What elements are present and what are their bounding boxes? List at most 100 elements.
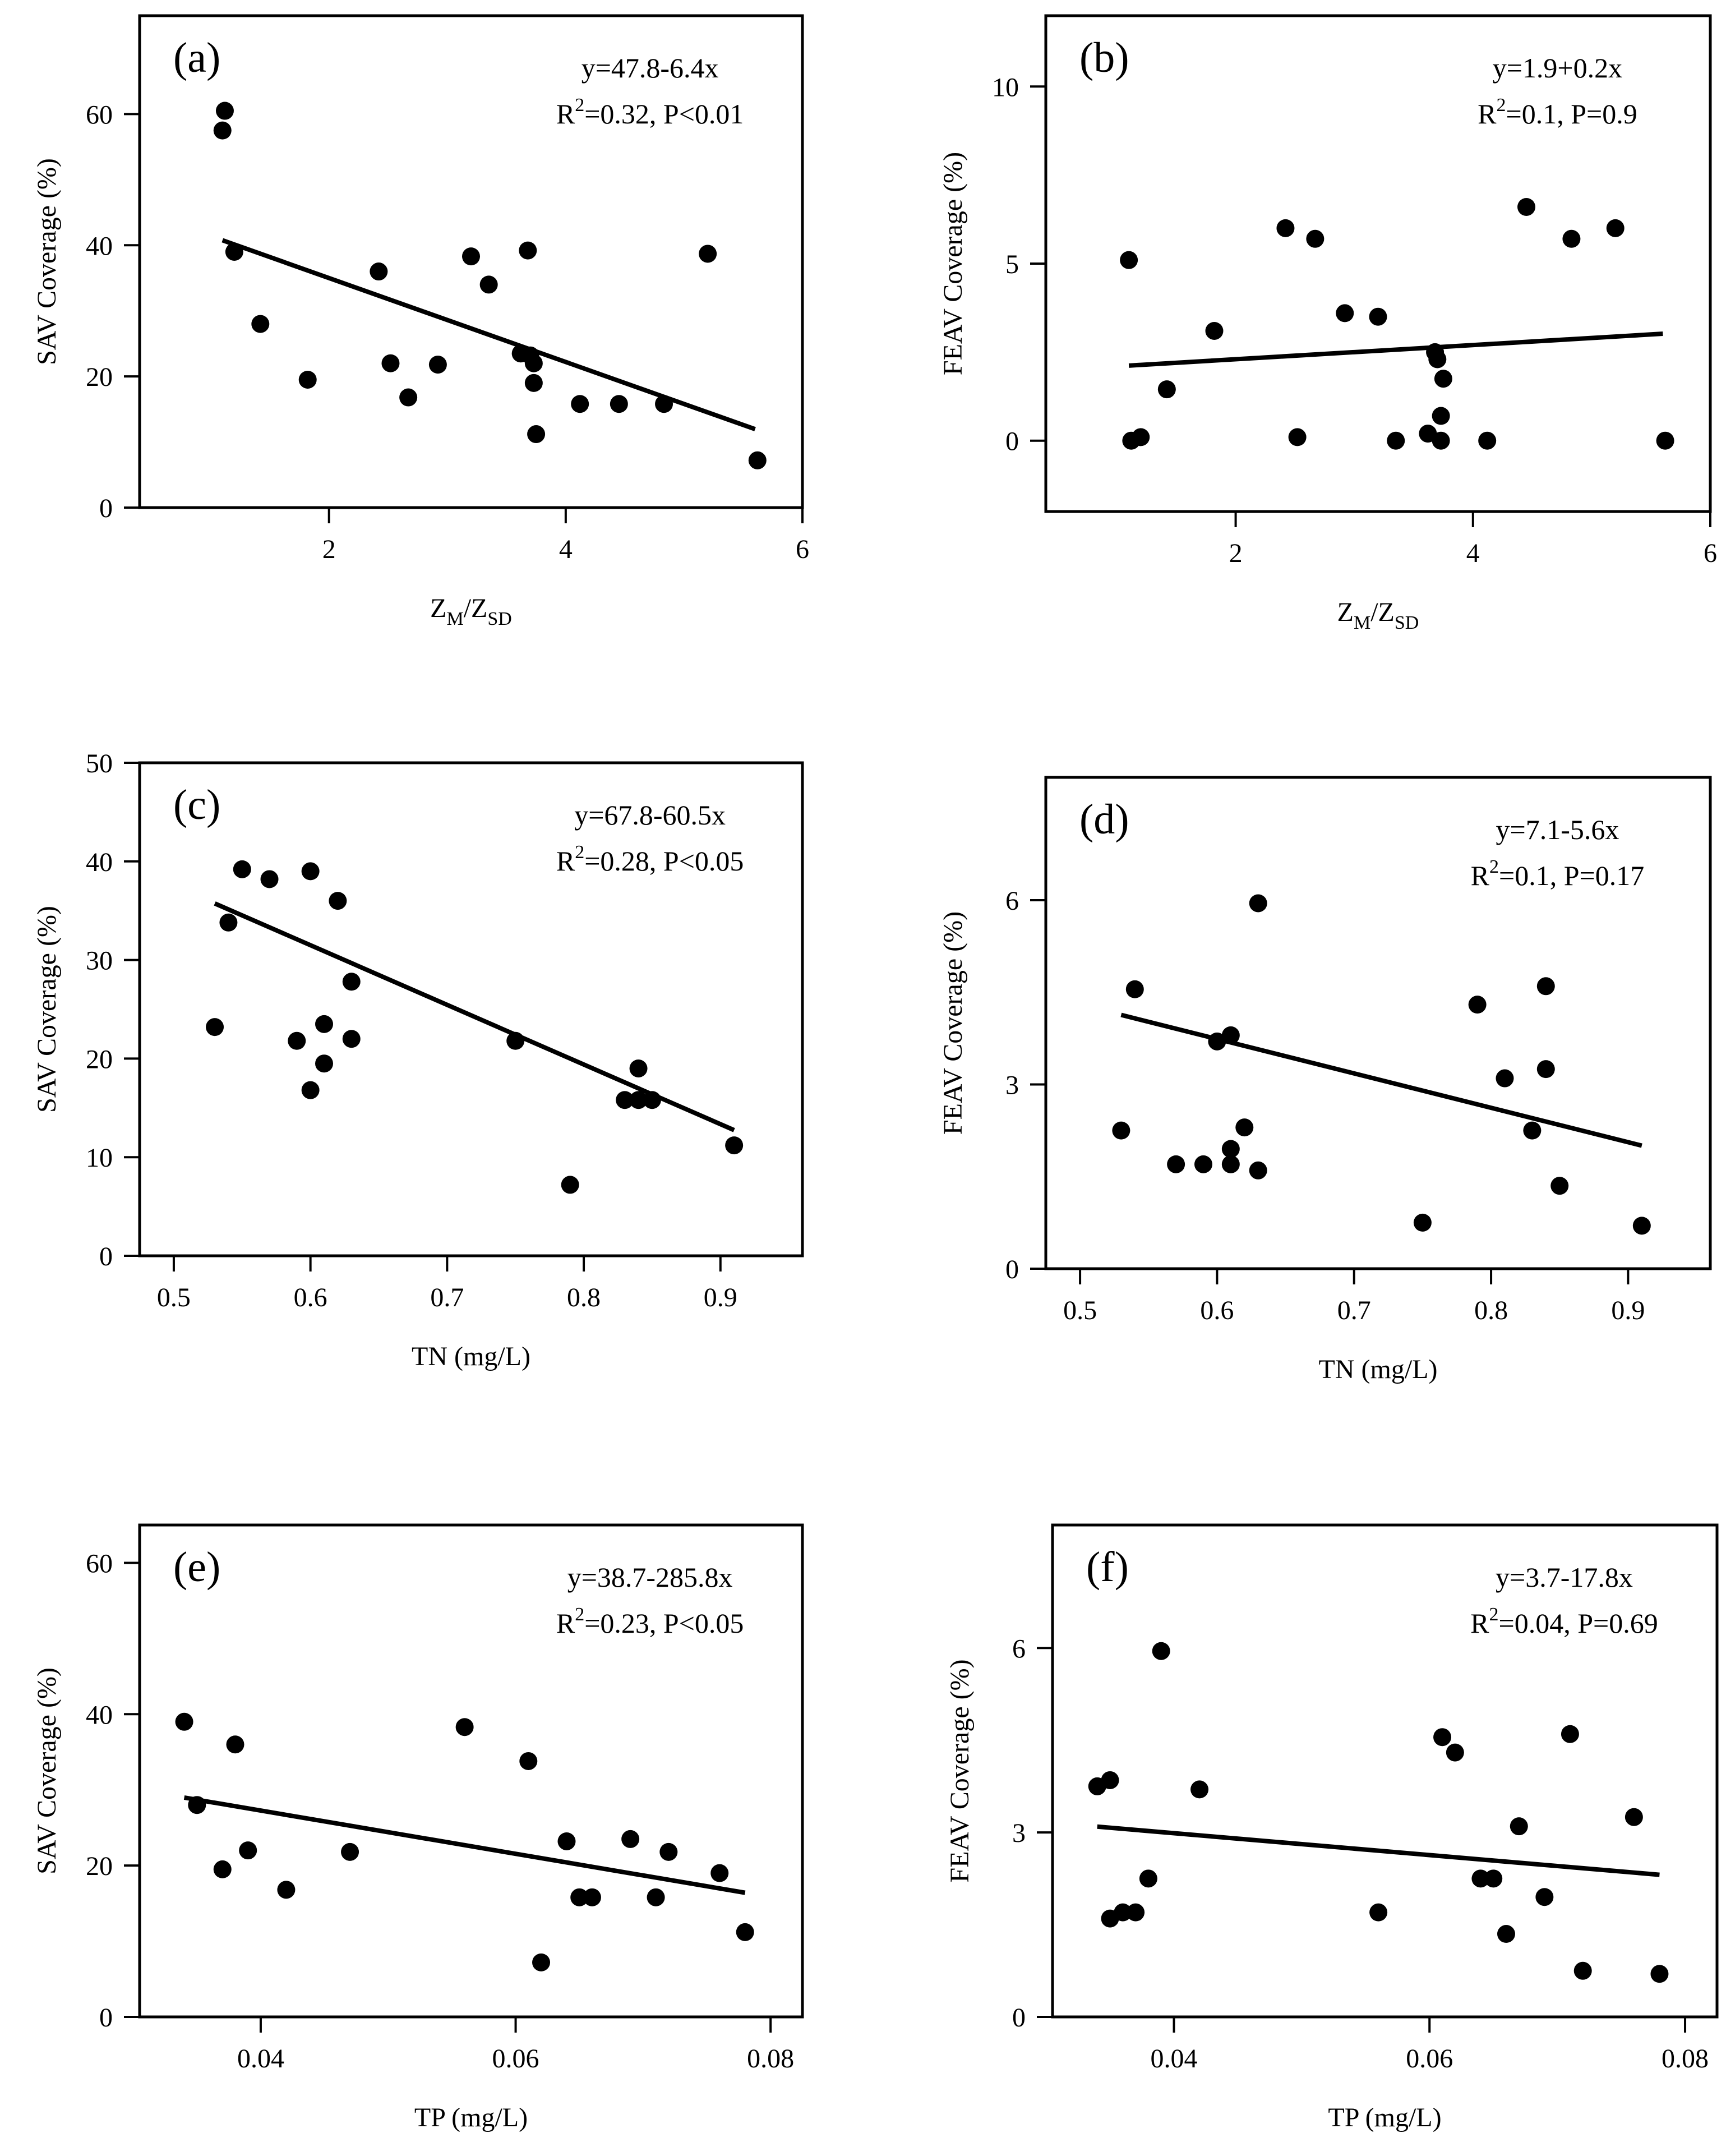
data-point xyxy=(298,370,317,389)
data-point xyxy=(1650,1965,1669,1983)
x-axis-label: ZM/ZSD xyxy=(430,593,512,629)
regression-stats: R2=0.32, P<0.01 xyxy=(556,95,744,130)
y-axis-label: FEAV Coverage (%) xyxy=(945,1659,975,1882)
x-tick-label: 6 xyxy=(796,535,809,564)
data-point xyxy=(1536,977,1555,996)
plot-frame xyxy=(138,761,804,1257)
y-tick-label: 10 xyxy=(992,72,1019,102)
data-point xyxy=(571,395,589,413)
y-tick-label: 0 xyxy=(99,2003,113,2033)
stats-r: R xyxy=(1470,1607,1489,1639)
stats-values: =0.04, P=0.69 xyxy=(1499,1607,1658,1639)
data-point xyxy=(219,913,238,932)
x-tick-label: 0.9 xyxy=(1611,1296,1645,1325)
data-point xyxy=(175,1712,193,1731)
data-point xyxy=(557,1832,576,1850)
data-point xyxy=(1523,1121,1542,1140)
data-point xyxy=(1139,1869,1157,1888)
data-point xyxy=(506,1031,525,1050)
y-tick-label: 6 xyxy=(1012,1634,1026,1664)
x-tick-label: 0.04 xyxy=(237,2044,284,2074)
y-tick-label: 60 xyxy=(86,1549,113,1578)
y-tick-label: 0 xyxy=(1005,1255,1019,1284)
data-point xyxy=(381,354,400,372)
data-point xyxy=(1536,1060,1555,1079)
regression-equation: y=7.1-5.6x xyxy=(1496,814,1619,845)
regression-line xyxy=(1128,331,1663,368)
x-axis-label: TP (mg/L) xyxy=(1328,2103,1441,2132)
y-tick-label: 10 xyxy=(86,1143,113,1173)
data-point xyxy=(239,1841,257,1860)
data-point xyxy=(1497,1925,1515,1943)
data-point xyxy=(519,1752,538,1770)
data-point xyxy=(428,356,447,374)
data-point xyxy=(1656,431,1674,450)
data-point xyxy=(1306,229,1325,248)
data-point xyxy=(1235,1118,1254,1137)
x-tick-label: 2 xyxy=(322,535,336,564)
panel-label: (c) xyxy=(173,781,220,828)
y-tick-label: 3 xyxy=(1012,1818,1026,1848)
panel-label: (f) xyxy=(1086,1544,1129,1591)
data-point xyxy=(583,1888,601,1906)
data-point xyxy=(1190,1780,1209,1799)
y-tick-label: 6 xyxy=(1005,886,1019,916)
plot-frame xyxy=(1051,1523,1719,2019)
data-point xyxy=(341,1842,359,1861)
stats-values: =0.1, P=0.9 xyxy=(1506,98,1637,130)
x-tick-label: 0.8 xyxy=(567,1283,601,1312)
stats-r-superscript: 2 xyxy=(1489,856,1499,877)
data-point xyxy=(561,1176,579,1194)
x-tick-label: 0.6 xyxy=(1200,1296,1234,1325)
data-point xyxy=(527,425,546,444)
data-point xyxy=(1276,219,1295,237)
data-point xyxy=(1510,1817,1528,1836)
data-point xyxy=(1484,1869,1503,1888)
y-axis-label: SAV Coverage (%) xyxy=(32,158,62,365)
y-tick-label: 40 xyxy=(86,231,113,261)
data-point xyxy=(659,1842,678,1861)
stats-r: R xyxy=(556,1607,575,1639)
data-point xyxy=(260,870,279,888)
y-axis-label: SAV Coverage (%) xyxy=(32,906,62,1113)
data-point xyxy=(399,388,418,407)
data-point xyxy=(342,973,361,991)
stats-r: R xyxy=(556,845,575,877)
data-point xyxy=(225,242,243,261)
data-point xyxy=(629,1091,648,1109)
panel-c: 0.5 0.6 0.7 0.8 0.9 0 10 20 30 40 50 (c) y=67.8-60.5… xyxy=(32,749,804,1371)
data-point xyxy=(1205,321,1224,340)
regression-equation: y=67.8-60.5x xyxy=(574,799,726,831)
data-point xyxy=(301,862,320,881)
data-point xyxy=(643,1091,661,1109)
x-tick-label: 4 xyxy=(1466,538,1480,568)
x-axis-label-sub-sd: SD xyxy=(487,609,511,629)
data-point xyxy=(519,241,537,260)
y-tick-label: 0 xyxy=(1012,2003,1026,2033)
stats-values: =0.28, P<0.05 xyxy=(584,845,744,877)
data-point xyxy=(1249,894,1267,913)
data-point xyxy=(455,1718,474,1736)
data-point xyxy=(1632,1217,1651,1235)
data-point xyxy=(1167,1155,1185,1173)
x-axis-label-slash-z: /Z xyxy=(464,593,488,623)
x-tick-label: 0.5 xyxy=(1063,1296,1097,1325)
data-point xyxy=(1468,996,1487,1014)
data-point xyxy=(621,1830,640,1848)
data-point xyxy=(226,1735,244,1754)
y-tick-label: 0 xyxy=(99,1242,113,1272)
data-point xyxy=(1101,1771,1119,1789)
regression-stats: R2=0.23, P<0.05 xyxy=(556,1604,744,1639)
stats-r: R xyxy=(1478,98,1497,130)
stats-r-superscript: 2 xyxy=(575,1604,584,1625)
data-point xyxy=(1478,431,1497,450)
data-point xyxy=(725,1136,744,1155)
x-tick-label: 0.5 xyxy=(157,1283,191,1312)
panel-e: 0.04 0.06 0.08 0 20 40 60 (e) y=38.7-285.8x R2=0.… xyxy=(32,1523,804,2132)
stats-r: R xyxy=(1471,860,1490,891)
data-point xyxy=(1249,1161,1267,1180)
data-point xyxy=(1157,380,1176,399)
data-point xyxy=(1114,1903,1132,1922)
